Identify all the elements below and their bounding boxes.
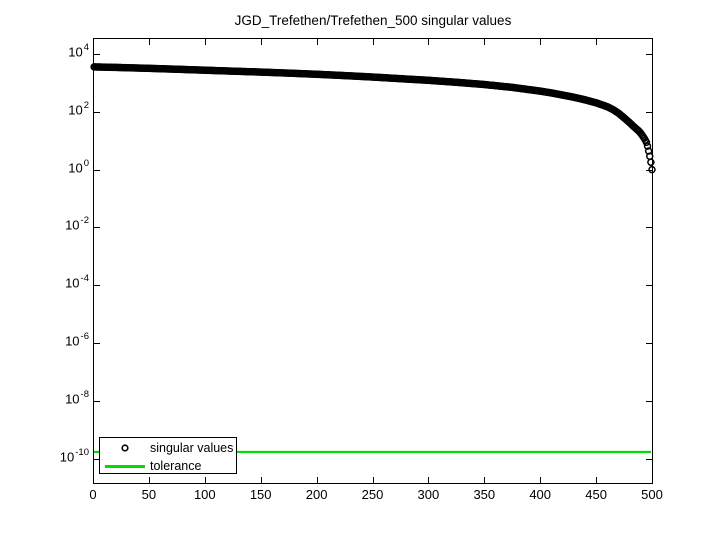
- y-tick-label: 10-4: [65, 273, 89, 291]
- axes-box: [93, 38, 653, 484]
- x-tick-label: 250: [361, 487, 384, 502]
- legend-box: singular values tolerance: [99, 437, 237, 474]
- y-tick-label: 100: [68, 157, 89, 175]
- y-tick-label: 10-2: [65, 215, 89, 233]
- singular-values-series: [90, 63, 656, 174]
- x-tick-label: 200: [305, 487, 328, 502]
- legend-circle-marker-icon: [100, 442, 150, 454]
- legend-line-marker-icon: [100, 464, 150, 468]
- chart-title: JGD_Trefethen/Trefethen_500 singular val…: [234, 13, 512, 28]
- legend-label-tolerance: tolerance: [150, 459, 202, 473]
- x-tick-label: 0: [89, 487, 97, 502]
- x-tick-label: 350: [473, 487, 496, 502]
- x-tick-label: 150: [249, 487, 272, 502]
- legend-item-tolerance: tolerance: [100, 457, 201, 475]
- y-tick-label: 10-6: [65, 331, 89, 349]
- legend-item-singular-values: singular values: [100, 439, 233, 457]
- x-tick-label: 100: [193, 487, 216, 502]
- y-tick-label: 10-8: [65, 388, 89, 407]
- y-tick-label: 10-10: [59, 446, 89, 464]
- x-tick-label: 300: [417, 487, 440, 502]
- legend-label-singular-values: singular values: [150, 441, 234, 455]
- y-tick-label: 104: [68, 42, 89, 60]
- x-tick-label: 50: [141, 487, 157, 502]
- x-tick-label: 400: [529, 487, 552, 502]
- y-tick-label: 102: [68, 99, 89, 118]
- x-tick-label: 500: [641, 487, 663, 502]
- x-tick-label: 450: [585, 487, 607, 502]
